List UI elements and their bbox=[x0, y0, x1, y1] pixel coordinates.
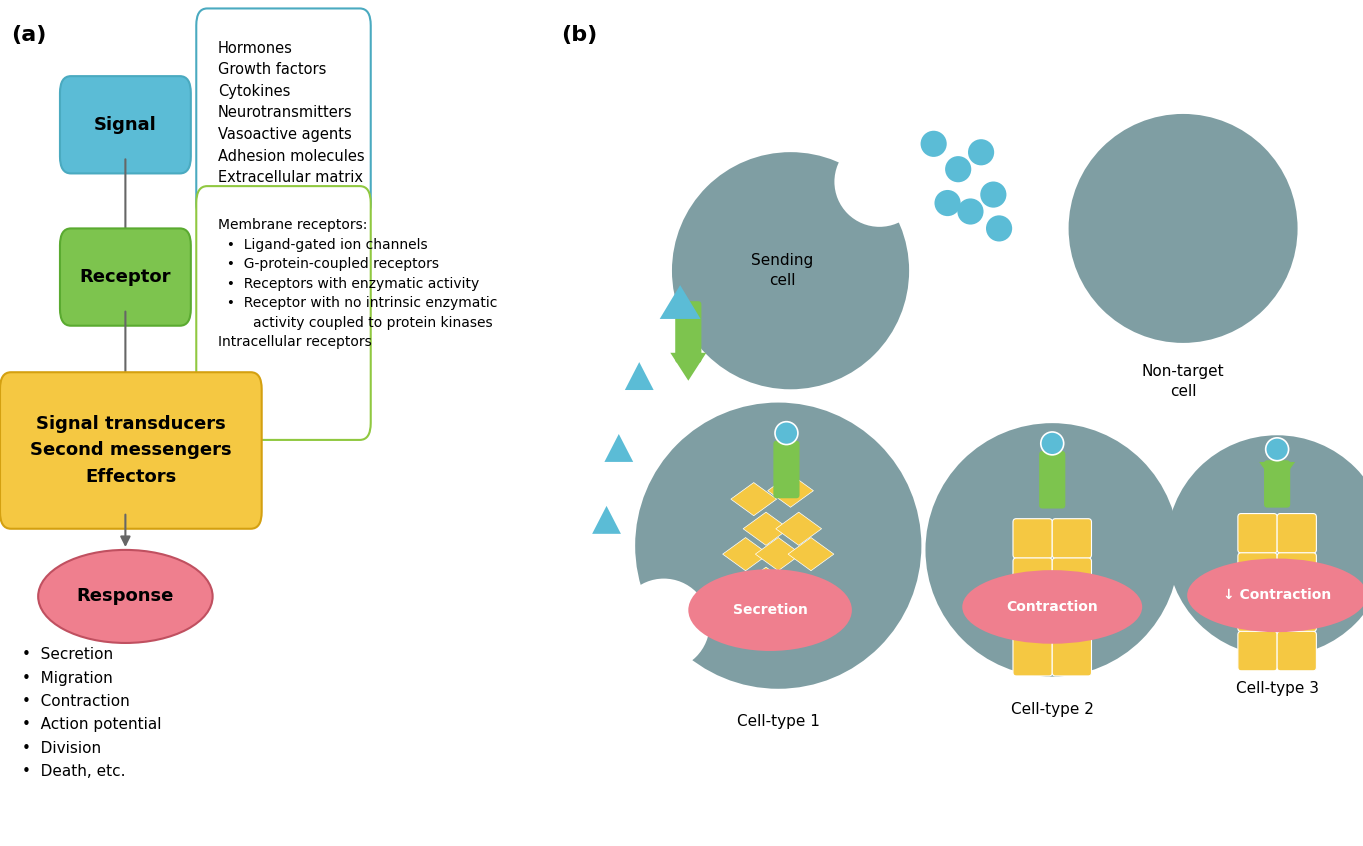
Ellipse shape bbox=[688, 569, 852, 651]
Text: Signal transducers
Second messengers
Effectors: Signal transducers Second messengers Eff… bbox=[30, 415, 232, 486]
Ellipse shape bbox=[1187, 558, 1363, 632]
Ellipse shape bbox=[1041, 432, 1063, 455]
Polygon shape bbox=[743, 567, 789, 601]
Ellipse shape bbox=[962, 570, 1142, 644]
Ellipse shape bbox=[776, 421, 797, 445]
FancyBboxPatch shape bbox=[196, 8, 371, 220]
Ellipse shape bbox=[920, 131, 947, 157]
Text: Receptor: Receptor bbox=[79, 268, 172, 286]
Text: ↓ Contraction: ↓ Contraction bbox=[1223, 588, 1332, 602]
Ellipse shape bbox=[617, 579, 710, 670]
Polygon shape bbox=[722, 537, 769, 571]
Polygon shape bbox=[788, 537, 834, 571]
Ellipse shape bbox=[925, 423, 1179, 677]
FancyBboxPatch shape bbox=[1238, 631, 1277, 671]
FancyBboxPatch shape bbox=[1277, 592, 1317, 632]
Ellipse shape bbox=[834, 137, 924, 227]
FancyBboxPatch shape bbox=[1052, 597, 1092, 637]
Ellipse shape bbox=[957, 199, 984, 224]
FancyBboxPatch shape bbox=[60, 228, 191, 326]
Ellipse shape bbox=[945, 157, 972, 182]
Text: Hormones
Growth factors
Cytokines
Neurotransmitters
Vasoactive agents
Adhesion m: Hormones Growth factors Cytokines Neurot… bbox=[218, 41, 365, 185]
Polygon shape bbox=[624, 362, 654, 390]
Polygon shape bbox=[755, 537, 801, 571]
FancyBboxPatch shape bbox=[1277, 552, 1317, 592]
Polygon shape bbox=[1259, 462, 1295, 487]
Ellipse shape bbox=[1167, 435, 1363, 656]
Text: Non-target
cell: Non-target cell bbox=[1142, 364, 1224, 398]
Text: (b): (b) bbox=[562, 25, 598, 46]
Text: Contraction: Contraction bbox=[1006, 600, 1099, 614]
FancyBboxPatch shape bbox=[0, 372, 262, 529]
Polygon shape bbox=[776, 512, 822, 546]
Ellipse shape bbox=[980, 182, 1006, 207]
Text: Signal: Signal bbox=[94, 116, 157, 134]
Text: Cell-type 3: Cell-type 3 bbox=[1236, 682, 1318, 696]
FancyBboxPatch shape bbox=[1238, 592, 1277, 632]
Ellipse shape bbox=[672, 152, 909, 389]
FancyBboxPatch shape bbox=[1013, 636, 1052, 676]
Ellipse shape bbox=[968, 140, 994, 165]
Polygon shape bbox=[743, 512, 789, 546]
Text: Cell-type 2: Cell-type 2 bbox=[1011, 702, 1093, 717]
FancyBboxPatch shape bbox=[773, 441, 800, 498]
FancyBboxPatch shape bbox=[1013, 558, 1052, 597]
FancyBboxPatch shape bbox=[196, 186, 371, 440]
FancyBboxPatch shape bbox=[1277, 514, 1317, 553]
Text: (a): (a) bbox=[11, 25, 46, 46]
FancyBboxPatch shape bbox=[1052, 558, 1092, 597]
Polygon shape bbox=[592, 506, 622, 534]
Polygon shape bbox=[671, 353, 706, 381]
FancyBboxPatch shape bbox=[1277, 631, 1317, 671]
Ellipse shape bbox=[935, 190, 961, 216]
Text: Cell-type 1: Cell-type 1 bbox=[737, 714, 819, 729]
FancyBboxPatch shape bbox=[1013, 597, 1052, 637]
Text: Secretion: Secretion bbox=[733, 603, 807, 617]
Text: Response: Response bbox=[76, 587, 174, 606]
FancyBboxPatch shape bbox=[60, 76, 191, 173]
FancyBboxPatch shape bbox=[1264, 460, 1291, 508]
Polygon shape bbox=[604, 434, 634, 462]
Polygon shape bbox=[767, 474, 814, 508]
Ellipse shape bbox=[985, 216, 1013, 241]
FancyBboxPatch shape bbox=[1238, 552, 1277, 592]
Text: Membrane receptors:
  •  Ligand-gated ion channels
  •  G-protein-coupled recept: Membrane receptors: • Ligand-gated ion c… bbox=[218, 218, 497, 349]
FancyBboxPatch shape bbox=[1013, 519, 1052, 558]
Ellipse shape bbox=[1069, 114, 1298, 343]
Ellipse shape bbox=[38, 550, 213, 643]
FancyBboxPatch shape bbox=[1039, 451, 1066, 508]
Text: Sending
cell: Sending cell bbox=[751, 253, 814, 288]
Text: •  Secretion
•  Migration
•  Contraction
•  Action potential
•  Division
•  Deat: • Secretion • Migration • Contraction • … bbox=[22, 647, 161, 779]
FancyBboxPatch shape bbox=[1052, 636, 1092, 676]
Polygon shape bbox=[731, 482, 777, 516]
FancyBboxPatch shape bbox=[1238, 514, 1277, 553]
FancyBboxPatch shape bbox=[675, 301, 702, 363]
Ellipse shape bbox=[1266, 438, 1288, 461]
Polygon shape bbox=[660, 285, 701, 319]
Ellipse shape bbox=[635, 403, 921, 689]
FancyBboxPatch shape bbox=[1052, 519, 1092, 558]
